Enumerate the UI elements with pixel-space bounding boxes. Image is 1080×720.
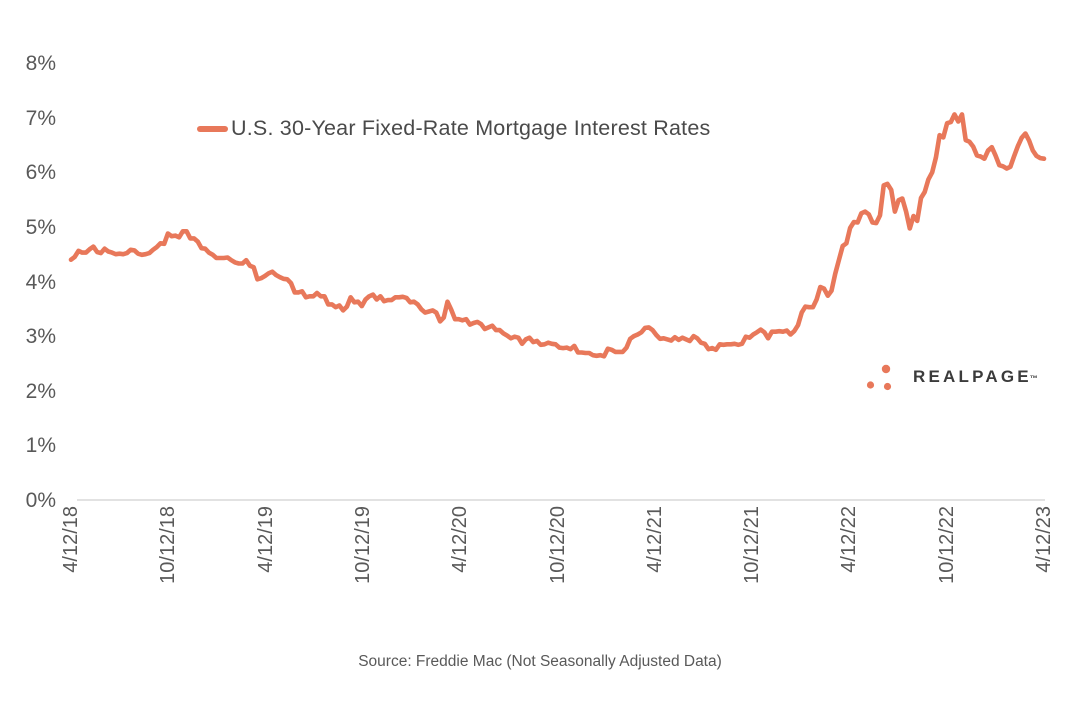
x-axis-label: 10/12/20 (546, 506, 569, 584)
y-axis-label: 1% (25, 434, 56, 458)
source-note: Source: Freddie Mac (Not Seasonally Adju… (358, 653, 722, 670)
x-axis-label: 10/12/22 (935, 506, 958, 584)
logo-dot (883, 382, 892, 391)
rate-line (68, 112, 1047, 359)
y-axis-label: 6% (25, 161, 56, 185)
x-axis-label: 10/12/19 (351, 506, 374, 584)
x-axis-label: 4/12/18 (60, 506, 82, 573)
y-axis-label: 0% (25, 489, 56, 512)
logo-dot (866, 381, 875, 389)
y-axis-label: 4% (25, 270, 56, 294)
x-axis-label: 4/12/20 (449, 506, 472, 573)
x-axis-label: 4/12/22 (838, 506, 861, 573)
legend-line-marker-icon (197, 125, 228, 132)
x-axis-label: 4/12/21 (643, 506, 666, 573)
y-axis-label: 3% (25, 325, 56, 349)
legend: U.S. 30-Year Fixed-Rate Mortgage Interes… (197, 116, 710, 141)
x-axis-label: 10/12/18 (157, 506, 180, 584)
logo-dots-icon (866, 364, 892, 391)
y-axis-label: 2% (25, 379, 56, 403)
y-axis-label: 8% (25, 52, 56, 76)
y-axis-label: 5% (25, 216, 56, 239)
logo-wordmark: REALPAGE™ (913, 361, 1040, 393)
logo-dot (881, 364, 891, 374)
x-axis-label: 4/12/23 (1033, 506, 1055, 573)
y-axis-label: 7% (25, 106, 56, 130)
trademark-symbol: ™ (1029, 374, 1038, 383)
legend-label: U.S. 30-Year Fixed-Rate Mortgage Interes… (231, 116, 711, 140)
logo-wordmark-text: REALPAGE (913, 367, 1032, 386)
realpage-logo: REALPAGE™ (865, 361, 1040, 393)
x-axis-label: 10/12/21 (741, 506, 764, 584)
x-axis-label: 4/12/19 (254, 506, 277, 573)
